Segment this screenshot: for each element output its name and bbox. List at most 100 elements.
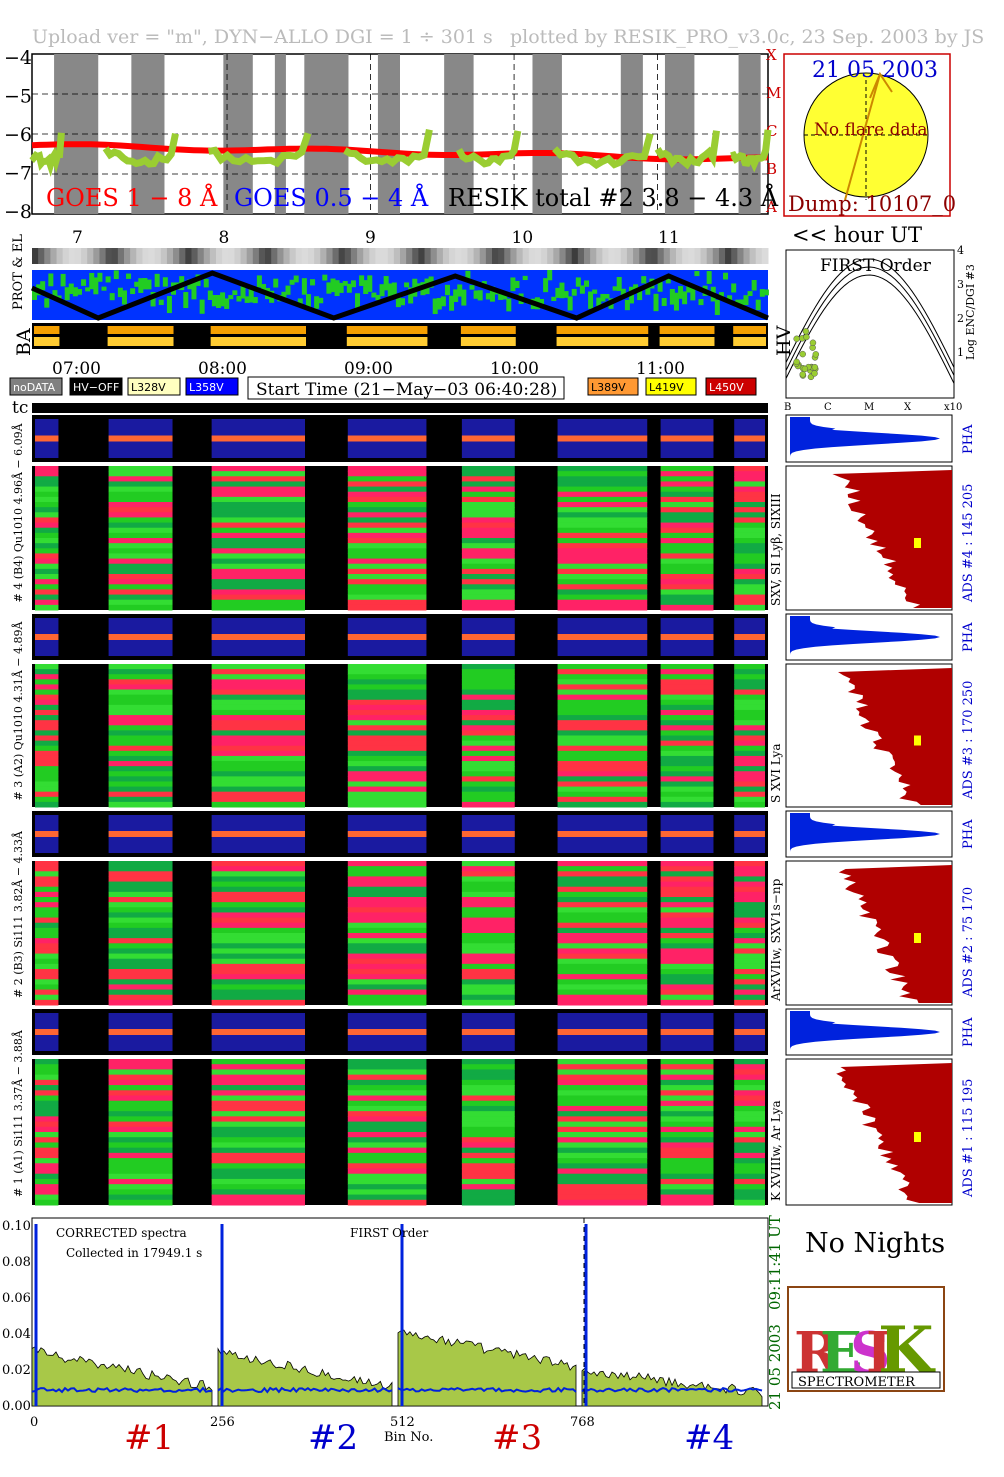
spec-row — [108, 1100, 173, 1107]
spec-row — [108, 963, 173, 970]
prot-el-cell — [645, 282, 651, 295]
spec-row — [461, 1095, 515, 1102]
spec-row — [660, 1069, 714, 1076]
prot-el-cell — [216, 294, 221, 308]
spec-row — [557, 1142, 648, 1149]
orbit-strip-cell — [633, 248, 640, 264]
spec-row — [211, 886, 305, 893]
spec-row — [557, 532, 648, 539]
spec-row — [461, 876, 515, 883]
prot-el-cell — [400, 298, 405, 306]
spec-row — [108, 969, 173, 975]
spec-row — [461, 679, 515, 685]
spec-row — [108, 548, 173, 554]
prot-el-cell — [477, 290, 483, 301]
spec-row — [108, 1121, 173, 1128]
spec-row — [108, 502, 173, 508]
spec-row — [211, 1059, 305, 1065]
spec-row — [734, 761, 765, 767]
spec-row — [734, 771, 765, 777]
spec-row — [211, 927, 305, 934]
spec-row — [557, 1132, 648, 1138]
spec-row — [734, 1116, 765, 1123]
spec-row — [35, 750, 59, 757]
spec-row — [108, 553, 173, 560]
prot-el-cell — [260, 284, 266, 293]
spec-row — [461, 599, 515, 606]
spec-row — [35, 933, 59, 939]
prot-el-cell — [256, 275, 262, 288]
resik-curve-segment — [207, 132, 312, 168]
prot-el-cell — [436, 297, 442, 310]
orbit-strip-cell — [559, 248, 567, 264]
spec-row — [660, 866, 714, 872]
spec-row — [557, 927, 648, 934]
prot-el-cell — [616, 277, 622, 291]
spec-row — [461, 984, 515, 991]
spec-row — [461, 502, 515, 508]
spec-row — [734, 584, 765, 590]
spec-row — [557, 674, 648, 680]
spec-row — [660, 801, 714, 808]
prot-el-cell — [759, 289, 765, 297]
spec-row — [211, 963, 305, 970]
prot-el-cell — [101, 286, 107, 291]
spec-row — [35, 1090, 59, 1096]
hv-legend-box — [645, 377, 697, 396]
spec-row — [734, 594, 765, 601]
spec-row — [347, 1163, 427, 1169]
spec-row — [35, 1105, 59, 1112]
spec-row — [108, 766, 173, 772]
spec-row — [461, 735, 515, 742]
spec-row — [557, 907, 648, 913]
spec-row — [211, 684, 305, 691]
spec-row — [734, 481, 765, 488]
spec-row — [660, 902, 714, 908]
spec-row — [108, 725, 173, 731]
spec-row — [211, 953, 305, 960]
spec-row — [734, 476, 765, 482]
spec-row — [211, 922, 305, 929]
spec-row — [461, 486, 515, 493]
spec-row — [347, 897, 427, 903]
spec-row — [211, 974, 305, 980]
prot-el-cell — [81, 279, 87, 286]
spec-row — [108, 1126, 173, 1133]
spec-row — [461, 771, 515, 777]
first-order-point — [799, 371, 807, 378]
spec-row — [108, 579, 173, 585]
spec-row — [734, 532, 765, 539]
spec-row — [211, 755, 305, 762]
spec-row — [734, 1085, 765, 1091]
spec-row — [557, 527, 648, 534]
spec-row — [734, 891, 765, 898]
spec-row — [35, 861, 59, 867]
orbit-strip-cell — [725, 248, 732, 264]
spec-row — [461, 871, 515, 877]
spectrum-xtick-3: 768 — [570, 1415, 595, 1430]
spec-row — [461, 891, 515, 898]
spec-row — [461, 861, 515, 867]
spec-row — [347, 1095, 427, 1102]
spec-row — [660, 689, 714, 696]
spec-row — [461, 496, 515, 503]
pha-line — [734, 634, 765, 640]
spec-row — [734, 1147, 765, 1154]
spec-row — [660, 502, 714, 508]
fo-ytick-2: 3 — [957, 278, 964, 291]
ads-label-3: ADS #1 : 115 195 — [961, 1079, 976, 1198]
spec-row — [461, 963, 515, 970]
hour-label: << hour UT — [792, 223, 922, 247]
ads-marker — [914, 933, 921, 943]
spec-row — [108, 948, 173, 955]
fo-xtick-1: C — [824, 402, 832, 413]
spec-row — [35, 786, 59, 793]
prot-el-cell — [600, 293, 606, 302]
prot-el-cell — [567, 296, 573, 311]
spectrum-blue — [31, 1386, 213, 1394]
prot-el-cell — [723, 272, 729, 280]
spec-row — [211, 527, 305, 534]
orbit-strip-cell — [639, 248, 646, 264]
spec-row — [660, 933, 714, 939]
orbit-strip-cell — [203, 248, 211, 264]
